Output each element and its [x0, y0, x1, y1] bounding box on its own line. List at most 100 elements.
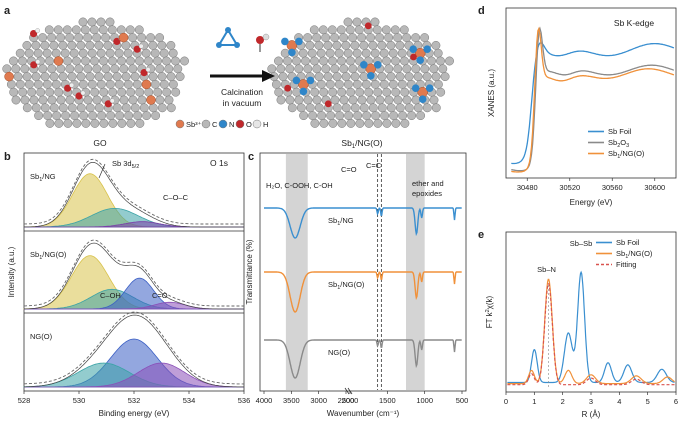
carbon-atom — [420, 64, 430, 74]
nitrogen-atom — [360, 61, 368, 69]
carbon-atom — [128, 33, 138, 43]
legend-label: Sb2O3 — [608, 138, 629, 149]
carbon-atom — [305, 40, 315, 50]
x-tick-label: 528 — [18, 396, 31, 405]
panel-d-title: Sb K-edge — [614, 18, 654, 28]
nitrogen-atom — [292, 76, 301, 85]
annotation-co: C=O — [152, 291, 168, 300]
carbon-atom — [310, 118, 320, 128]
carbon-atom — [386, 40, 396, 50]
carbon-atom — [90, 87, 100, 97]
carbon-atom — [146, 33, 156, 43]
carbon-atom — [377, 103, 387, 113]
carbon-atom — [22, 103, 32, 113]
carbon-atom — [391, 87, 401, 97]
carbon-atom — [294, 95, 304, 105]
carbon-atom — [83, 95, 93, 105]
carbon-atom — [296, 103, 306, 113]
carbon-atom — [121, 103, 131, 113]
carbon-atom — [267, 64, 277, 74]
carbon-atom — [303, 33, 313, 43]
legend-atom-icon — [252, 119, 262, 129]
oxygen-atom — [324, 100, 332, 108]
carbon-atom — [51, 79, 61, 89]
annotation-ether: ether and — [412, 179, 444, 188]
annotation-coc: C–O–C — [163, 193, 189, 202]
carbon-atom — [326, 111, 336, 121]
carbon-atom — [352, 48, 362, 58]
x-tick-label: 2000 — [342, 396, 359, 405]
carbon-atom — [319, 56, 328, 66]
legend-label: Sb1/NG(O) — [608, 149, 645, 160]
panel-e-ylabel: FT k2χ(k) — [485, 295, 494, 328]
x-tick-label: 30600 — [644, 183, 665, 192]
carbon-atom — [319, 118, 329, 128]
carbon-atom — [168, 79, 178, 89]
carbon-atom — [47, 33, 57, 43]
carbon-atom — [400, 118, 410, 128]
carbon-atom — [395, 103, 405, 113]
legend-label: Sb Foil — [616, 238, 640, 247]
nitrogen-atom — [299, 87, 308, 96]
carbon-atom — [384, 64, 394, 74]
carbon-atom — [413, 72, 423, 82]
carbon-atom — [305, 103, 315, 113]
sb-ion — [4, 71, 14, 82]
carbon-atom — [332, 40, 342, 50]
carbon-atom — [124, 111, 134, 121]
carbon-atom — [137, 33, 147, 43]
carbon-atom — [76, 72, 86, 82]
carbon-atom — [350, 72, 360, 82]
nitrogen-atom — [418, 95, 427, 103]
carbon-atom — [352, 17, 362, 27]
carbon-atom — [343, 17, 353, 27]
x-tick-label: 30520 — [559, 183, 580, 192]
carbon-atom — [318, 25, 328, 35]
carbon-atom — [312, 33, 322, 43]
panel-c-plot: Sb1/NG Sb1/NG(O) NG(O) H₂O, C-OOH, C-OH C=O C… — [264, 154, 462, 390]
carbon-atom — [79, 111, 89, 121]
legend-atom-icon — [235, 119, 245, 129]
carbon-atom — [325, 48, 335, 58]
x-tick-label: 3500 — [283, 396, 300, 405]
carbon-atom — [321, 64, 331, 74]
carbon-atom — [44, 25, 54, 35]
carbon-atom — [388, 79, 398, 89]
x-tick-label: 30480 — [517, 183, 538, 192]
carbon-atom — [92, 33, 102, 43]
carbon-atom — [83, 33, 93, 43]
carbon-atom — [335, 111, 345, 121]
carbon-atom — [274, 87, 284, 97]
oxygen-atom — [113, 37, 121, 46]
panel-b-plot: Sb1/NG Sb1/NG(O) NG(O) Sb 3d5/2 C–O–C C–OH C=O — [23, 158, 245, 388]
carbon-atom — [368, 40, 378, 50]
carbon-atom — [112, 103, 122, 113]
annotation-coh: C–OH — [100, 291, 121, 300]
carbon-atom — [285, 64, 295, 74]
carbon-atom — [22, 40, 32, 50]
legend-atom-label: H — [263, 120, 268, 129]
oxygen-atom — [410, 53, 417, 61]
carbon-atom — [411, 64, 421, 74]
carbon-atom — [341, 103, 351, 113]
carbon-atom — [368, 103, 378, 113]
carbon-atom — [121, 40, 131, 50]
carbon-atom — [153, 87, 163, 97]
arrow-text-2: in vacuum — [223, 98, 262, 108]
carbon-atom — [380, 111, 390, 121]
carbon-atom — [144, 87, 154, 97]
carbon-atom — [36, 87, 46, 97]
carbon-atom — [280, 48, 290, 58]
x-tick-label: 3000 — [310, 396, 327, 405]
panel-d-xlabel: Energy (eV) — [570, 198, 613, 207]
sb-precursor-icon — [256, 33, 270, 52]
carbon-atom — [74, 64, 84, 74]
carbon-atom — [134, 25, 144, 35]
carbon-atom — [294, 64, 304, 74]
carbon-atom — [2, 64, 12, 74]
carbon-atom — [18, 56, 27, 66]
hydrogen-atom — [138, 43, 144, 49]
carbon-atom — [58, 40, 68, 50]
xps-envelope-line — [24, 314, 245, 388]
